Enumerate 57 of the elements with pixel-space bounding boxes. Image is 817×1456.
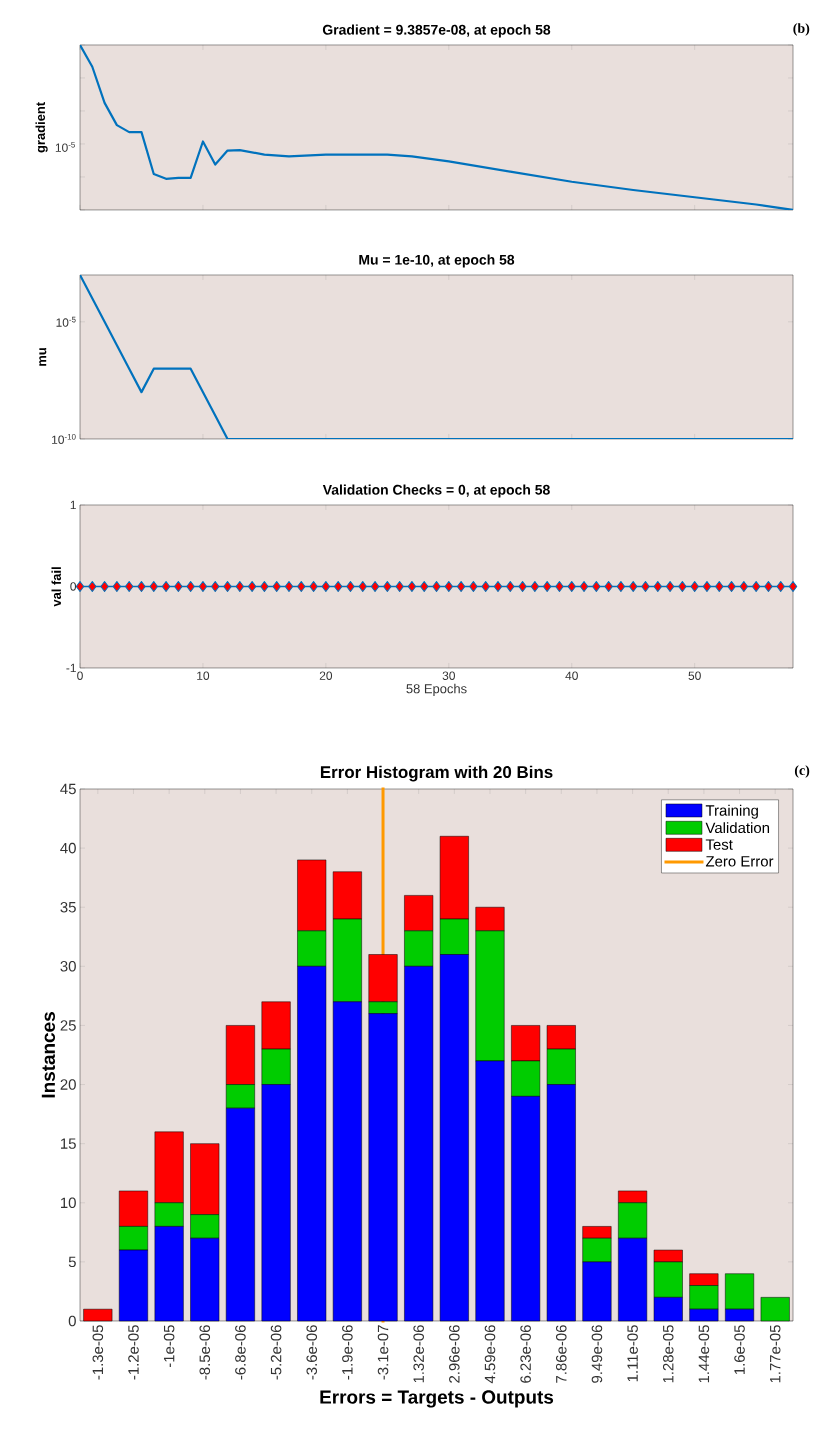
x-tick-label: 1.44e-05 — [698, 1325, 710, 1383]
x-tick-label: -3.6e-06 — [306, 1325, 318, 1380]
x-axis-title: Errors = Targets - Outputs — [320, 1390, 554, 1408]
y-tick-label: 25 — [60, 1020, 76, 1031]
y-tick-label: -1 — [66, 663, 76, 673]
x-tick-label: 20 — [319, 671, 333, 680]
y-tick-label: 30 — [60, 961, 76, 972]
x-tick-label: 1.6e-05 — [734, 1325, 745, 1375]
y-tick-label: 35 — [60, 901, 76, 913]
y-axis-title: Instances — [41, 1012, 56, 1098]
x-tick-label: -5.2e-06 — [270, 1325, 282, 1380]
legend-label: Validation — [705, 822, 770, 834]
y-tick-label: 10$^{-5}$ — [56, 316, 76, 327]
x-tick-label: 6.23e-06 — [520, 1325, 531, 1383]
legend-label: Zero Error — [705, 856, 774, 867]
text: (c) — [794, 765, 810, 778]
chart-title: Gradient = 9.3857e-08, at epoch 58 — [322, 24, 551, 38]
y-axis-title: gradient — [35, 102, 48, 153]
y-tick-label: 10$^{-10}$ — [52, 433, 76, 444]
chart-title: Mu = 1e-10, at epoch 58 — [359, 254, 515, 268]
y-tick-label: 0 — [68, 1315, 76, 1327]
y-axis-title: val fail — [51, 567, 62, 607]
x-tick-label: 7.86e-06 — [555, 1325, 567, 1383]
x-tick-label: -8.5e-06 — [199, 1325, 211, 1380]
chart-title: Error Histogram with 20 Bins — [320, 765, 553, 782]
x-tick-label: -1.3e-05 — [92, 1325, 104, 1380]
y-tick-label: 45 — [60, 783, 76, 795]
x-axis-title: 58 Epochs — [406, 683, 467, 696]
y-tick-label: 10 — [61, 1197, 76, 1209]
x-tick-label: 10 — [197, 671, 210, 680]
y-tick-label: 0 — [70, 582, 77, 591]
x-tick-label: 4.59e-06 — [484, 1325, 496, 1384]
x-tick-label: 0 — [77, 671, 83, 680]
y-axis-title: mu — [39, 348, 47, 366]
y-tick-label: 1 — [70, 500, 76, 510]
y-tick-label: 40 — [60, 842, 76, 854]
chart-title: Validation Checks = 0, at epoch 58 — [322, 484, 550, 498]
y-tick-label: 20 — [60, 1079, 76, 1090]
x-tick-label: 1.28e-05 — [662, 1325, 674, 1383]
x-tick-label: 50 — [688, 671, 701, 680]
text: (b) — [793, 23, 810, 36]
x-tick-label: -1e-05 — [163, 1325, 175, 1368]
x-tick-label: 40 — [565, 671, 578, 680]
x-tick-label: 1.11e-05 — [627, 1325, 638, 1382]
x-tick-label: 1.32e-06 — [413, 1325, 424, 1383]
legend-label: Test — [705, 839, 733, 850]
x-tick-label: 9.49e-06 — [591, 1325, 603, 1383]
x-tick-label: 1.77e-05 — [769, 1325, 781, 1383]
x-tick-label: -3.1e-07 — [377, 1325, 389, 1380]
y-tick-label: 15 — [61, 1138, 76, 1149]
x-tick-label: 30 — [442, 671, 455, 680]
x-tick-label: 2.96e-06 — [449, 1325, 460, 1383]
legend-label: Training — [705, 804, 758, 819]
y-tick-label: 5 — [68, 1256, 76, 1268]
x-tick-label: -1.9e-06 — [342, 1325, 353, 1380]
x-tick-label: -1.2e-05 — [128, 1325, 139, 1380]
x-tick-label: -6.8e-06 — [235, 1325, 246, 1380]
